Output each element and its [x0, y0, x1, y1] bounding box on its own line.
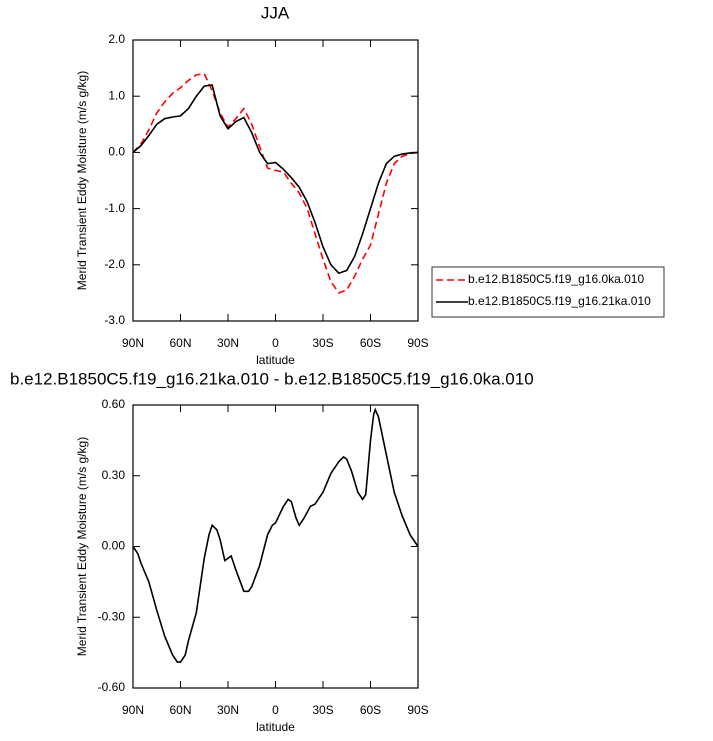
x-tick-label: 90N: [122, 703, 144, 717]
plot-frame: [132, 404, 419, 689]
y-tick-label: 2.0: [108, 32, 125, 46]
y-tick-label: 0.60: [102, 397, 126, 411]
x-tick-label: 0: [272, 336, 279, 350]
x-tick-label: 60N: [169, 703, 191, 717]
y-axis-label: Merid Transient Eddy Moisture (m/s g/kg): [75, 71, 89, 290]
y-tick-label: 0.0: [108, 145, 125, 159]
x-tick-label: 60S: [360, 703, 381, 717]
chart-title: b.e12.B1850C5.f19_g16.21ka.010 - b.e12.B…: [10, 369, 534, 388]
y-tick-label: 0.30: [102, 468, 126, 482]
data-line: [132, 84, 419, 275]
y-tick-label: -0.30: [98, 609, 126, 623]
legend-label: b.e12.B1850C5.f19_g16.0ka.010: [468, 272, 644, 286]
x-axis-label: latitude: [256, 720, 295, 734]
x-tick-label: 90S: [407, 703, 428, 717]
x-tick-label: 30S: [312, 336, 333, 350]
x-tick-label: 30S: [312, 703, 333, 717]
legend-box: [431, 266, 665, 318]
x-tick-label: 90S: [407, 336, 428, 350]
y-tick-label: -0.60: [98, 680, 126, 694]
x-tick-label: 60N: [169, 336, 191, 350]
y-tick-label: -2.0: [104, 257, 125, 271]
data-line: [132, 72, 419, 294]
y-tick-label: 1.0: [108, 88, 125, 102]
legend-label: b.e12.B1850C5.f19_g16.21ka.010: [468, 294, 651, 308]
plot-frame: [132, 39, 419, 322]
y-tick-label: -3.0: [104, 313, 125, 327]
y-axis-label: Merid Transient Eddy Moisture (m/s g/kg): [75, 437, 89, 656]
x-tick-label: 60S: [360, 336, 381, 350]
x-axis-label: latitude: [256, 353, 295, 367]
y-tick-label: 0.00: [102, 539, 126, 553]
x-tick-label: 30N: [217, 336, 239, 350]
data-line: [132, 407, 419, 663]
x-tick-label: 0: [272, 703, 279, 717]
x-tick-label: 90N: [122, 336, 144, 350]
x-tick-label: 30N: [217, 703, 239, 717]
chart-title: JJA: [261, 3, 290, 22]
y-tick-label: -1.0: [104, 201, 125, 215]
